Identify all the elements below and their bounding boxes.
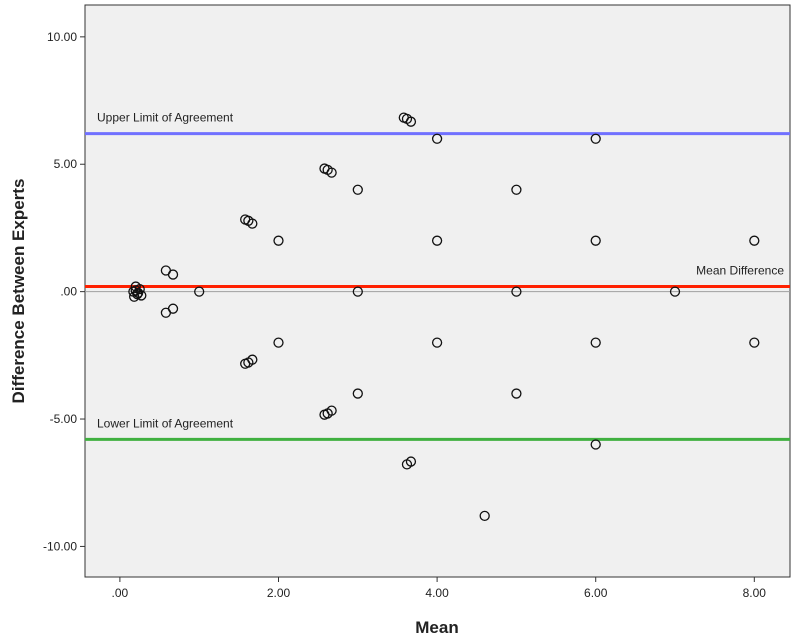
data-point	[352, 184, 363, 195]
y-tick-label: -5.00	[50, 412, 78, 426]
data-point	[352, 286, 363, 297]
data-point	[590, 439, 601, 450]
data-point	[511, 388, 522, 399]
x-tick-label: 4.00	[425, 586, 449, 600]
y-tick-label: -10.00	[43, 539, 77, 553]
data-point	[749, 337, 760, 348]
data-point	[479, 510, 490, 522]
data-point	[590, 235, 601, 246]
x-tick-label: 2.00	[267, 586, 291, 600]
data-point	[511, 286, 522, 297]
data-point	[132, 287, 144, 299]
data-point	[511, 184, 522, 195]
data-point	[431, 235, 443, 246]
data-point	[405, 456, 417, 467]
x-tick-label: 8.00	[743, 586, 767, 600]
data-point	[273, 235, 284, 246]
data-point	[273, 337, 284, 348]
y-tick-label: 10.00	[47, 30, 77, 44]
data-point	[167, 303, 179, 314]
data-point	[247, 218, 258, 229]
reference-line-label: Mean Difference	[696, 264, 784, 278]
y-axis-label: Difference Between Experts	[9, 179, 28, 404]
data-point	[590, 133, 601, 144]
data-point	[749, 235, 760, 246]
reference-line-label: Lower Limit of Agreement	[97, 416, 234, 430]
data-point	[405, 116, 417, 127]
data-point	[194, 286, 205, 297]
data-point	[431, 133, 443, 144]
plot-area	[84, 4, 791, 578]
data-point	[247, 354, 258, 365]
reference-line-label: Upper Limit of Agreement	[97, 111, 234, 125]
data-point	[326, 405, 337, 416]
data-point	[669, 286, 681, 297]
x-tick-label: 6.00	[584, 586, 608, 600]
data-point	[352, 388, 363, 399]
data-point	[431, 337, 443, 348]
data-point	[136, 290, 147, 301]
x-tick-label: .00	[112, 586, 129, 600]
data-point	[326, 167, 337, 178]
data-point	[167, 269, 179, 280]
y-tick-label: 5.00	[54, 157, 78, 171]
x-axis-label: Mean	[415, 618, 458, 637]
y-tick-label: .00	[60, 285, 77, 299]
data-point	[590, 337, 601, 348]
data-point	[130, 285, 141, 296]
